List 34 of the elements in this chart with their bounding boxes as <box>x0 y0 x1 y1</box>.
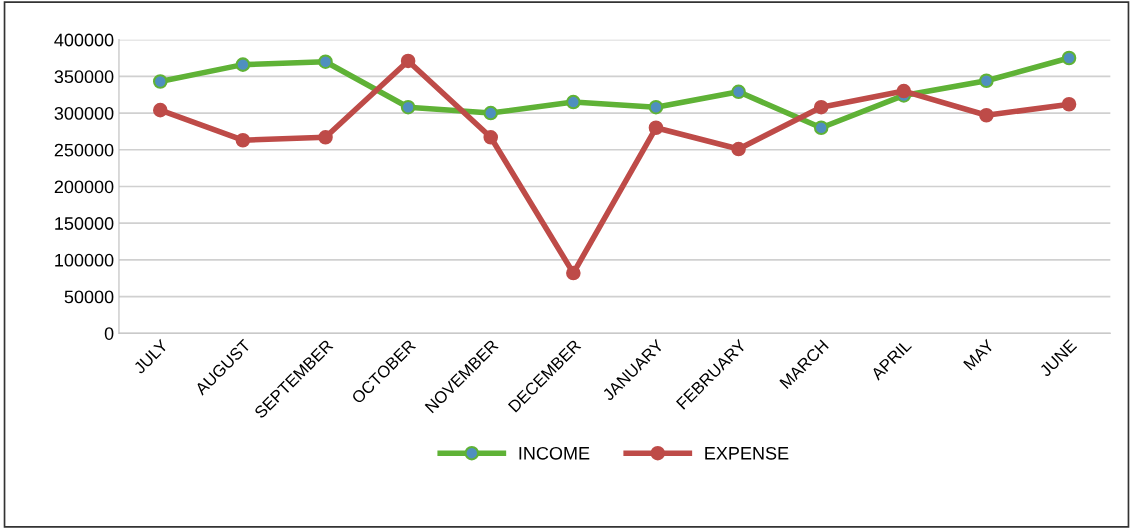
point <box>1061 50 1077 66</box>
point <box>235 57 251 72</box>
point <box>566 94 581 110</box>
y-tick-label: 200000 <box>54 180 114 194</box>
point <box>979 107 994 123</box>
point <box>566 265 581 281</box>
point <box>731 141 746 157</box>
y-tick-label: 50000 <box>64 290 114 304</box>
point <box>318 130 333 145</box>
point <box>731 84 746 100</box>
point <box>1061 96 1077 112</box>
point <box>648 120 664 136</box>
point <box>318 54 333 69</box>
y-tick-label: 300000 <box>54 107 114 120</box>
point <box>813 99 829 115</box>
legend-label: INCOME <box>519 446 590 460</box>
point <box>648 99 664 115</box>
point <box>152 102 168 118</box>
point <box>979 73 994 89</box>
y-tick-label: 150000 <box>55 217 114 230</box>
point <box>813 120 829 136</box>
y-tick-label: 250000 <box>54 143 114 157</box>
point <box>896 83 912 99</box>
point <box>483 105 499 121</box>
legend-label: EXPENSE <box>705 446 789 460</box>
y-tick-label: 350000 <box>54 70 114 84</box>
point <box>152 74 168 89</box>
y-tick-label: 400000 <box>54 33 114 47</box>
y-tick-label: 100000 <box>55 253 114 267</box>
y-tick-label: 0 <box>104 327 114 340</box>
point <box>483 130 499 145</box>
point <box>400 99 416 115</box>
point <box>235 132 251 148</box>
point <box>400 53 416 69</box>
